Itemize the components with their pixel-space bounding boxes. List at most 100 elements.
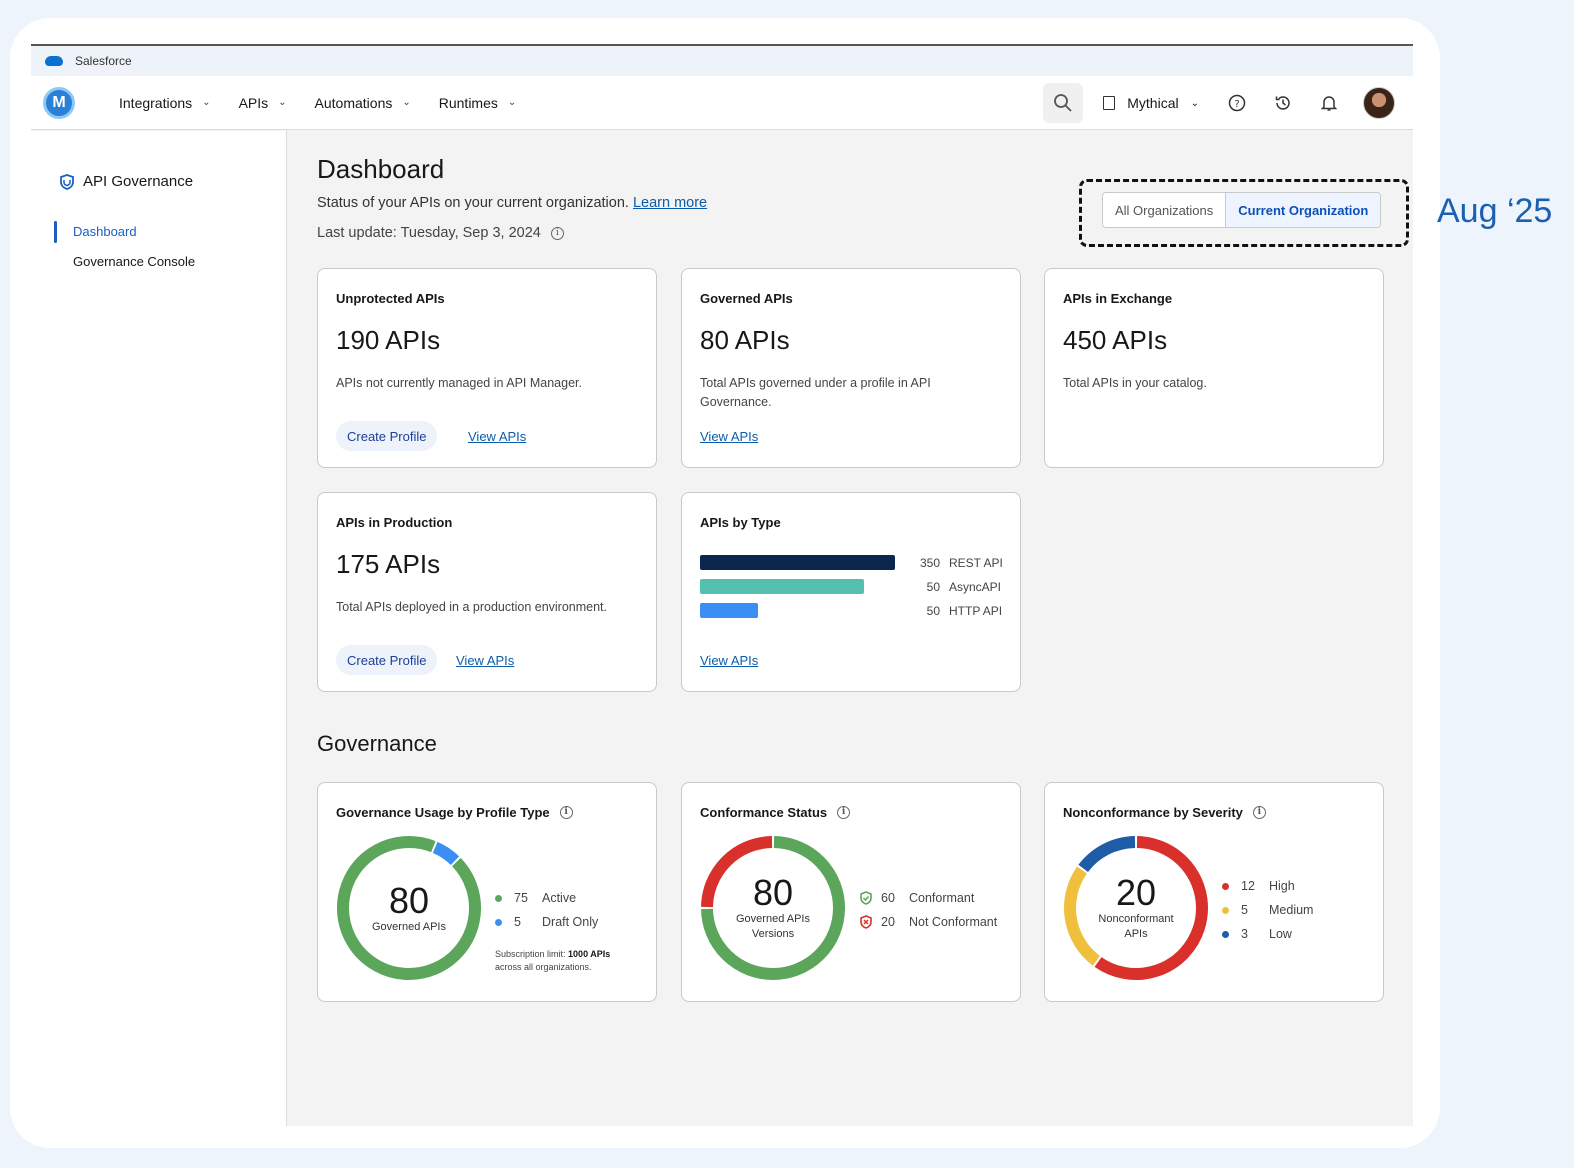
sidebar-item-dashboard[interactable]: Dashboard — [73, 224, 137, 239]
view-apis-link[interactable]: View APIs — [700, 429, 759, 444]
sidebar-item-governance-console[interactable]: Governance Console — [73, 254, 196, 269]
conformant-shield-icon — [860, 891, 872, 905]
legend-value: 3 — [1241, 927, 1248, 941]
user-avatar[interactable] — [1363, 87, 1395, 119]
usage-donut-chart — [337, 836, 481, 980]
learn-more-link[interactable]: Learn more — [632, 195, 708, 211]
legend-value: 75 — [514, 891, 528, 905]
main-content: Dashboard Status of your APIs on your cu… — [288, 131, 1413, 1126]
not-conformant-shield-icon — [860, 915, 872, 929]
org-label: Mythical — [1127, 95, 1179, 111]
nav-integrations-label: Integrations — [119, 94, 193, 111]
info-icon[interactable]: i — [837, 806, 851, 819]
legend-conformant: 60 Conformant — [859, 891, 974, 905]
create-profile-button[interactable]: Create Profile — [336, 421, 438, 451]
history-icon — [1275, 96, 1290, 110]
card-description: APIs not currently managed in API Manage… — [336, 376, 582, 390]
bar-asyncapi — [700, 579, 864, 594]
chevron-down-icon: ⌄ — [278, 97, 287, 108]
card-value: 190 APIs — [336, 325, 441, 355]
toggle-current-organization[interactable]: Current Organization — [1226, 193, 1381, 227]
info-icon[interactable]: i — [550, 226, 564, 240]
donut-segment-medium — [1064, 866, 1101, 966]
view-apis-link[interactable]: View APIs — [700, 653, 759, 668]
card-title: Nonconformance by Severity i — [1063, 805, 1266, 820]
sidebar-title: API Governance — [59, 173, 193, 190]
nav-apis[interactable]: APIs ⌄ — [239, 95, 287, 111]
org-switcher[interactable]: Mythical ⌄ — [1103, 95, 1199, 111]
donut-segment-not-conformant — [701, 836, 773, 908]
mulesoft-logo-icon[interactable]: M — [43, 86, 75, 119]
search-button[interactable] — [1043, 83, 1084, 123]
donut-center: 80 Governed APIs — [336, 835, 482, 981]
legend-not-conformant: 20 Not Conformant — [859, 915, 997, 929]
card-governance-usage: Governance Usage by Profile Type i 80 Gov… — [317, 782, 657, 1002]
highlight-dashed-box — [1079, 179, 1409, 247]
note-prefix: Subscription limit: — [495, 949, 566, 959]
card-title: APIs by Type — [700, 515, 781, 530]
sidebar-title-label: API Governance — [83, 173, 194, 190]
nav-automations[interactable]: Automations ⌄ — [315, 95, 411, 111]
info-icon[interactable]: i — [559, 806, 573, 819]
app-screen: Salesforce M Integrations ⌄ APIs ⌄ Automat… — [31, 44, 1413, 1126]
view-apis-link[interactable]: View APIs — [456, 653, 515, 668]
release-annotation: Aug ‘25 — [1437, 192, 1553, 230]
active-indicator — [54, 221, 57, 243]
card-title: APIs in Exchange — [1063, 291, 1173, 306]
donut-segment-high — [1094, 836, 1208, 980]
chevron-down-icon: ⌄ — [507, 97, 517, 108]
donut-total: 80 — [388, 879, 430, 921]
donut-segment-draft-only — [432, 841, 460, 866]
legend-value: 20 — [881, 915, 895, 929]
card-value: 80 APIs — [700, 325, 790, 355]
legend-draft-only: 5 Draft Only — [495, 915, 598, 929]
legend-value: 5 — [514, 915, 521, 929]
card-apis-by-type: APIs by Type 350 50 50 REST API AsyncAPI… — [681, 492, 1021, 692]
legend-label: High — [1269, 879, 1295, 893]
card-value: 175 APIs — [336, 549, 441, 579]
donut-center: 20 Nonconformant APIs — [1063, 835, 1209, 981]
donut-segment-conformant — [701, 836, 845, 980]
info-icon[interactable]: i — [1252, 806, 1266, 819]
nav-integrations[interactable]: Integrations ⌄ — [119, 95, 211, 111]
shield-icon — [60, 173, 74, 190]
bar-label: HTTP API — [949, 604, 1003, 618]
view-apis-link[interactable]: View APIs — [468, 429, 527, 444]
history-button[interactable] — [1271, 91, 1295, 115]
legend-dot — [1222, 906, 1229, 914]
svg-text:?: ? — [1234, 99, 1239, 110]
bar-value: 50 — [926, 604, 940, 618]
card-nonconformance-severity: Nonconformance by Severity i 20 Nonconfor… — [1044, 782, 1384, 1002]
help-button[interactable]: ? — [1225, 91, 1249, 115]
salesforce-bar: Salesforce — [31, 46, 1413, 76]
legend-label: Conformant — [909, 891, 975, 905]
nav-runtimes[interactable]: Runtimes ⌄ — [439, 95, 517, 111]
toggle-all-organizations[interactable]: All Organizations — [1103, 193, 1227, 227]
page-subtitle: Status of your APIs on your current orga… — [317, 195, 707, 211]
card-governed-apis: Governed APIs 80 APIs Total APIs governe… — [681, 268, 1021, 468]
legend-value: 60 — [881, 891, 895, 905]
top-navigation: M Integrations ⌄ APIs ⌄ Automations ⌄ Runti… — [31, 76, 1413, 130]
donut-label: Governed APIs Versions — [736, 913, 810, 940]
legend-high: 12 High — [1222, 879, 1295, 893]
donut-segment-low — [1078, 836, 1136, 873]
legend-value: 5 — [1241, 903, 1248, 917]
nav-apis-label: APIs — [238, 94, 269, 111]
page-title: Dashboard — [317, 154, 445, 184]
card-title: Conformance Status i — [700, 805, 851, 820]
bar-rest-api — [700, 555, 895, 570]
chevron-down-icon: ⌄ — [1190, 97, 1199, 109]
notifications-button[interactable] — [1317, 91, 1341, 115]
donut-total: 20 — [1115, 872, 1157, 913]
subscription-note: Subscription limit: 1000 APIs across all … — [495, 948, 610, 974]
chevron-down-icon: ⌄ — [202, 97, 211, 108]
salesforce-cloud-icon — [45, 56, 63, 66]
help-icon: ? — [1228, 94, 1246, 112]
card-title: Governance Usage by Profile Type i — [336, 805, 573, 820]
card-apis-in-production: APIs in Production 175 APIs Total APIs d… — [317, 492, 657, 692]
search-icon — [1054, 94, 1072, 112]
donut-total: 80 — [752, 872, 794, 913]
donut-center: 80 Governed APIs Versions — [700, 835, 846, 981]
create-profile-button[interactable]: Create Profile — [336, 645, 438, 675]
card-title: Governed APIs — [700, 291, 793, 306]
